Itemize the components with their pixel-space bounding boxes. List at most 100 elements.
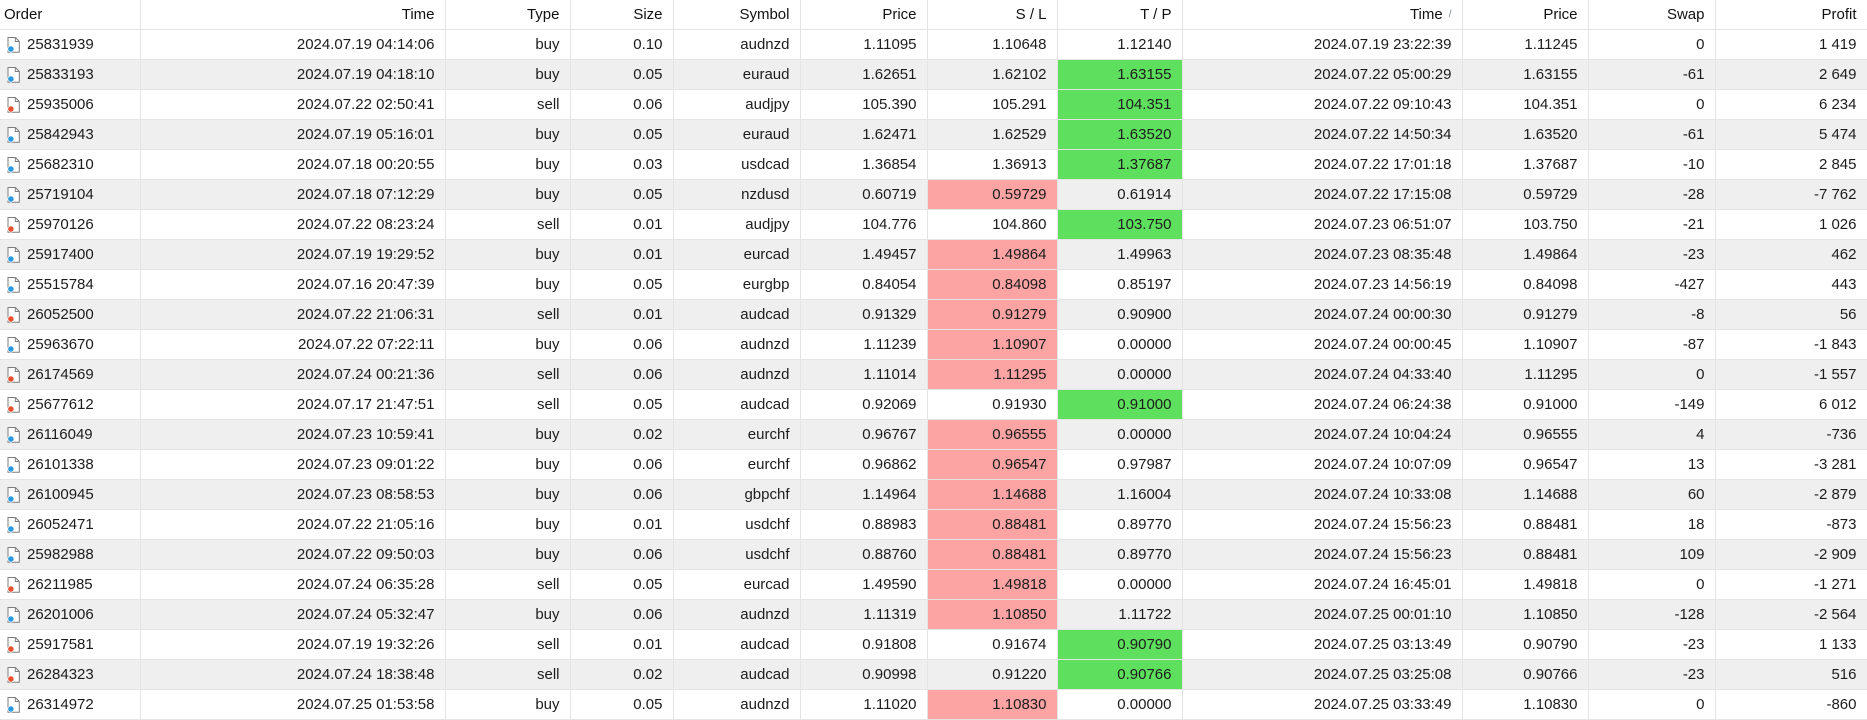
column-header-type[interactable]: Type [445,0,571,30]
cell-size: 0.05 [570,689,674,720]
cell-symbol: audcad [673,629,801,660]
column-header-sl[interactable]: S / L [927,0,1058,30]
column-header-tp[interactable]: T / P [1057,0,1183,30]
cell-close_price: 0.90790 [1462,629,1589,660]
cell-size: 0.10 [570,29,674,60]
cell-size: 0.06 [570,449,674,480]
order-row[interactable]: 25917581 2024.07.19 19:32:26 sell 0.01 audca… [0,629,1867,660]
order-row[interactable]: 25982988 2024.07.22 09:50:03 buy 0.06 usdchf… [0,539,1867,570]
cell-close_price: 1.11245 [1462,29,1589,60]
order-row[interactable]: 25935006 2024.07.22 02:50:41 sell 0.06 audjp… [0,89,1867,120]
cell-close_price: 1.10907 [1462,329,1589,360]
order-row[interactable]: 25831939 2024.07.19 04:14:06 buy 0.10 audnzd… [0,29,1867,60]
cell-size: 0.01 [570,299,674,330]
order-row[interactable]: 25515784 2024.07.16 20:47:39 buy 0.05 eurgbp… [0,269,1867,300]
cell-sl: 1.10907 [927,329,1058,360]
cell-open_price: 0.96862 [800,449,928,480]
cell-close_time: 2024.07.24 15:56:23 [1182,539,1463,570]
order-row[interactable]: 26052471 2024.07.22 21:05:16 buy 0.01 usdchf… [0,509,1867,540]
cell-profit: 1 133 [1715,629,1867,660]
column-header-profit[interactable]: Profit [1715,0,1867,30]
column-header-swap[interactable]: Swap [1588,0,1716,30]
cell-open_time: 2024.07.24 00:21:36 [140,359,446,390]
cell-swap: -23 [1588,629,1716,660]
cell-size: 0.05 [570,179,674,210]
cell-close_time: 2024.07.24 16:45:01 [1182,569,1463,600]
order-number: 25970126 [27,216,94,233]
cell-open_price: 1.36854 [800,149,928,180]
column-header-open_price[interactable]: Price [800,0,928,30]
cell-close_price: 1.10850 [1462,599,1589,630]
order-row[interactable]: 25917400 2024.07.19 19:29:52 buy 0.01 eurcad… [0,239,1867,270]
cell-symbol: usdcad [673,149,801,180]
order-row[interactable]: 25833193 2024.07.19 04:18:10 buy 0.05 euraud… [0,59,1867,90]
order-row[interactable]: 26314972 2024.07.25 01:53:58 buy 0.05 audnzd… [0,689,1867,720]
order-row[interactable]: 25970126 2024.07.22 08:23:24 sell 0.01 audjp… [0,209,1867,240]
cell-size: 0.06 [570,479,674,510]
cell-swap: 18 [1588,509,1716,540]
cell-sl: 0.88481 [927,509,1058,540]
cell-type: buy [445,329,571,360]
order-row[interactable]: 25682310 2024.07.18 00:20:55 buy 0.03 usdcad… [0,149,1867,180]
order-row[interactable]: 25963670 2024.07.22 07:22:11 buy 0.06 audnzd… [0,329,1867,360]
cell-sl: 1.62102 [927,59,1058,90]
order-buy-icon [7,126,20,143]
column-header-symbol[interactable]: Symbol [673,0,801,30]
cell-profit: 56 [1715,299,1867,330]
order-row[interactable]: 26211985 2024.07.24 06:35:28 sell 0.05 eurca… [0,569,1867,600]
cell-close_price: 0.59729 [1462,179,1589,210]
cell-symbol: usdchf [673,509,801,540]
order-buy-icon [7,336,20,353]
cell-size: 0.01 [570,509,674,540]
cell-order: 25677612 [0,389,141,420]
cell-open_price: 1.11095 [800,29,928,60]
cell-profit: 6 234 [1715,89,1867,120]
cell-swap: -23 [1588,659,1716,690]
cell-close_price: 0.96547 [1462,449,1589,480]
order-row[interactable]: 26284323 2024.07.24 18:38:48 sell 0.02 audca… [0,659,1867,690]
order-buy-icon [7,246,20,263]
column-header-open_time[interactable]: Time [140,0,446,30]
order-row[interactable]: 26100945 2024.07.23 08:58:53 buy 0.06 gbpchf… [0,479,1867,510]
order-buy-icon [7,606,20,623]
cell-close_time: 2024.07.24 10:04:24 [1182,419,1463,450]
cell-order: 26284323 [0,659,141,690]
cell-close_price: 1.10830 [1462,689,1589,720]
column-header-order[interactable]: Order [0,0,141,30]
order-row[interactable]: 25719104 2024.07.18 07:12:29 buy 0.05 nzdusd… [0,179,1867,210]
cell-tp: 0.61914 [1057,179,1183,210]
cell-order: 26174569 [0,359,141,390]
order-row[interactable]: 25677612 2024.07.17 21:47:51 sell 0.05 audca… [0,389,1867,420]
cell-open_price: 0.91808 [800,629,928,660]
order-row[interactable]: 25842943 2024.07.19 05:16:01 buy 0.05 euraud… [0,119,1867,150]
order-row[interactable]: 26174569 2024.07.24 00:21:36 sell 0.06 audnz… [0,359,1867,390]
cell-tp: 1.16004 [1057,479,1183,510]
order-sell-icon [7,216,20,233]
cell-swap: 0 [1588,89,1716,120]
order-number: 25842943 [27,126,94,143]
cell-close_time: 2024.07.22 05:00:29 [1182,59,1463,90]
cell-sl: 0.91279 [927,299,1058,330]
cell-sl: 0.96547 [927,449,1058,480]
cell-type: buy [445,119,571,150]
order-number: 25515784 [27,276,94,293]
order-row[interactable]: 26116049 2024.07.23 10:59:41 buy 0.02 eurchf… [0,419,1867,450]
cell-swap: -10 [1588,149,1716,180]
cell-open_time: 2024.07.24 06:35:28 [140,569,446,600]
order-row[interactable]: 26201006 2024.07.24 05:32:47 buy 0.06 audnzd… [0,599,1867,630]
cell-swap: -8 [1588,299,1716,330]
order-row[interactable]: 26101338 2024.07.23 09:01:22 buy 0.06 eurchf… [0,449,1867,480]
cell-sl: 1.62529 [927,119,1058,150]
order-number: 25917400 [27,246,94,263]
column-header-close_price[interactable]: Price [1462,0,1589,30]
order-sell-icon [7,636,20,653]
cell-type: buy [445,269,571,300]
cell-profit: -2 879 [1715,479,1867,510]
order-row[interactable]: 26052500 2024.07.22 21:06:31 sell 0.01 audca… [0,299,1867,330]
column-header-close_time[interactable]: Time / [1182,0,1463,30]
cell-tp: 0.90900 [1057,299,1183,330]
cell-sl: 1.36913 [927,149,1058,180]
column-header-size[interactable]: Size [570,0,674,30]
cell-profit: -860 [1715,689,1867,720]
cell-sl: 104.860 [927,209,1058,240]
